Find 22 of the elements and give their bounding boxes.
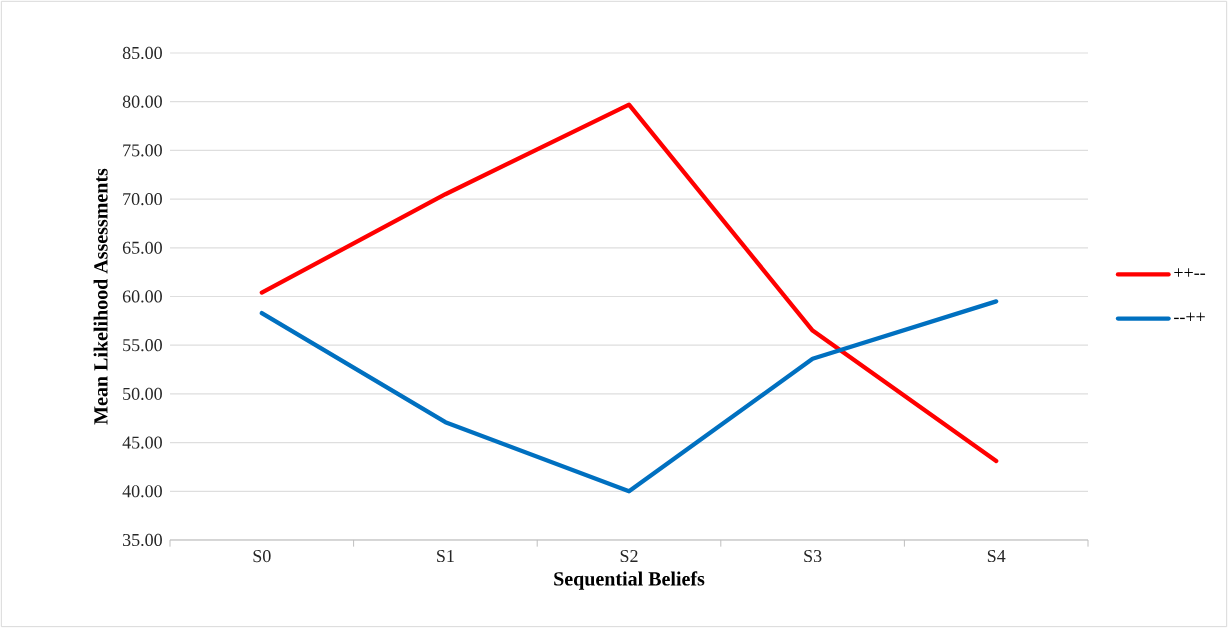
y-tick-label: 45.00	[122, 436, 162, 449]
line-series	[259, 102, 999, 464]
y-tick-label: 35.00	[122, 533, 162, 547]
y-tick-label: 85.00	[122, 46, 162, 60]
y-tick-label: 70.00	[123, 192, 162, 206]
line-series	[259, 299, 999, 494]
y-tick-label: 80.00	[122, 95, 162, 108]
y-tick-label: 65.00	[122, 241, 162, 254]
x-tick-label: S2	[620, 550, 638, 563]
y-tick-label: 50.00	[123, 387, 162, 400]
x-tick-label: S0	[253, 550, 271, 563]
legend-label: ++--	[1174, 268, 1206, 277]
y-tick-label: 60.00	[122, 290, 162, 303]
x-tick-label: S1	[437, 550, 454, 563]
legend-label: --++	[1174, 312, 1205, 321]
x-tick-label: S3	[804, 550, 822, 563]
y-axis-title: Mean Likelihood Assessments	[93, 168, 108, 425]
y-tick-label: 55.00	[123, 339, 162, 352]
x-tick-label: S4	[987, 550, 1006, 563]
y-tick-label: 75.00	[123, 144, 162, 157]
x-axis-title: Sequential Beliefs	[554, 571, 705, 590]
y-tick-label: 40.00	[122, 485, 162, 498]
